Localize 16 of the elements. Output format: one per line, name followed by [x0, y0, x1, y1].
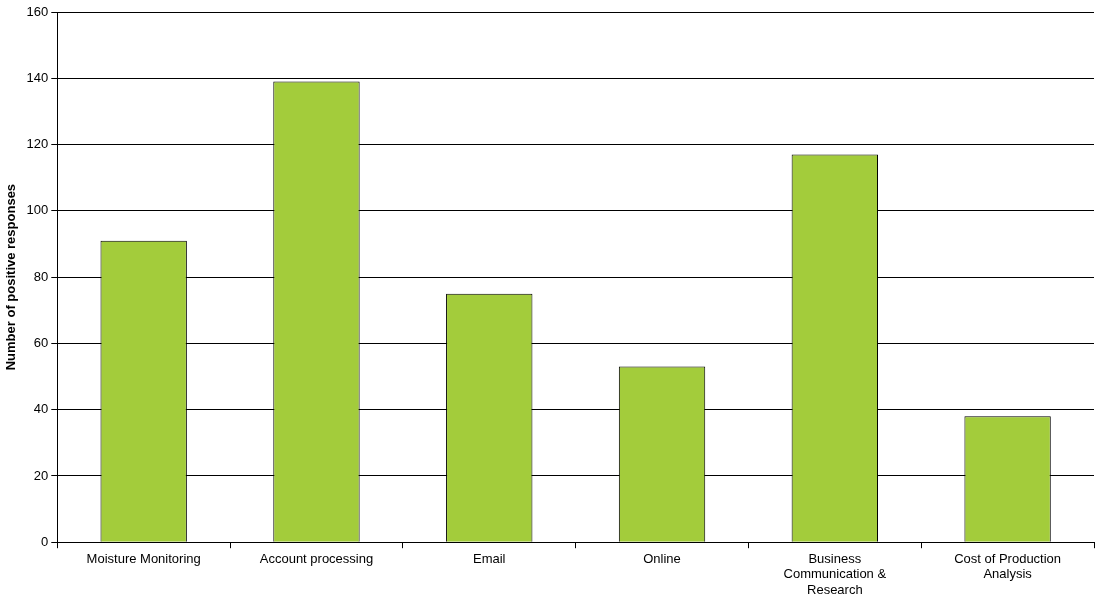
- y-tick-label: 40: [33, 401, 49, 417]
- y-tick-label: 20: [33, 467, 49, 483]
- y-axis-title: Number of positive responses: [3, 183, 19, 371]
- y-tick-label: 80: [33, 268, 49, 284]
- x-tick-label: Online: [643, 550, 681, 566]
- x-tick-label: Moisture Monitoring: [86, 550, 201, 566]
- x-tick-label: Business Communication & Research: [783, 550, 887, 597]
- y-tick-label: 140: [26, 69, 49, 85]
- y-tick-label: 100: [26, 202, 49, 218]
- x-tick-label: Email: [472, 550, 506, 566]
- y-tick-label: 120: [26, 136, 49, 152]
- y-tick-label: 0: [41, 533, 49, 549]
- x-tick-label: Account processing: [259, 550, 374, 566]
- y-tick-label: 60: [33, 334, 49, 350]
- y-tick-label: 160: [26, 3, 49, 19]
- x-tick-label: Cost of Production Analysis: [954, 550, 1062, 582]
